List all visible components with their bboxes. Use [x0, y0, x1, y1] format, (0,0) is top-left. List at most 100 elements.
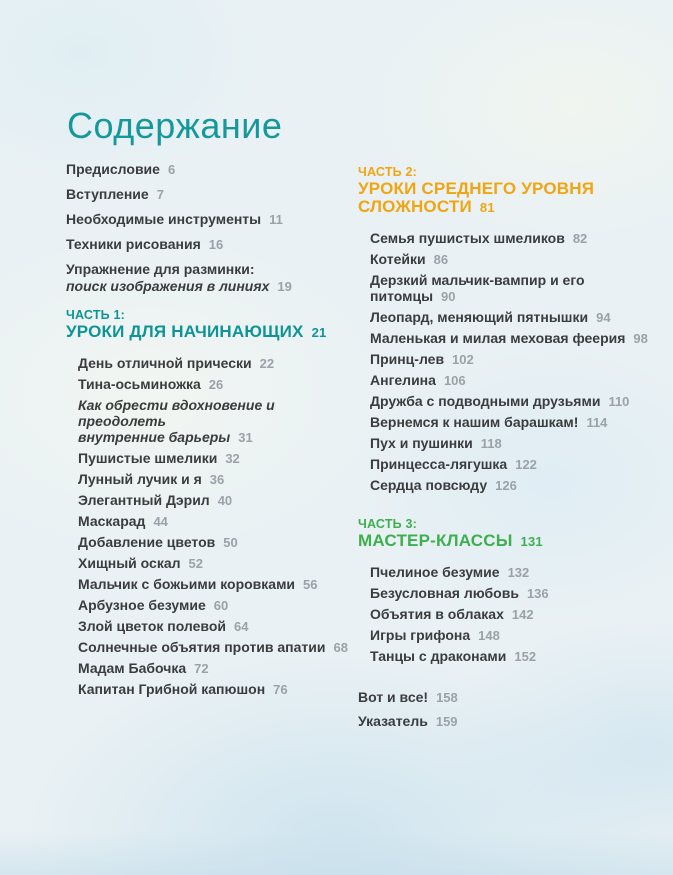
entry-title: День отличной прически — [78, 355, 252, 371]
entry-title: Вступление — [66, 186, 149, 202]
toc-entry: Принц-лев 102 — [358, 351, 668, 368]
entry-title: Пушистые шмелики — [78, 450, 218, 466]
entry-title: Необходимые инструменты — [66, 211, 262, 227]
entry-subtitle: поиск изображения в линиях — [66, 278, 270, 294]
toc-entry: Игры грифона 148 — [358, 627, 668, 644]
entry-page-number: 159 — [435, 714, 458, 729]
toc-entry: Указатель 159 — [358, 713, 668, 730]
entry-page-number: 11 — [269, 212, 283, 227]
toc-entry: Солнечные объятия против апатии 68 — [66, 639, 362, 656]
entry-page-number: 86 — [433, 252, 449, 267]
part-2-items: Семья пушистых шмеликов 82 Котейки 86 Дерз… — [358, 230, 668, 494]
toc-entry: Дерзкий мальчик-вампир и его питомцы 90 — [358, 272, 668, 305]
entry-page-number: 136 — [526, 586, 549, 601]
back-matter-list: Вот и все! 158 Указатель 159 — [358, 689, 668, 730]
entry-page-number: 6 — [167, 162, 176, 177]
entry-title: Мальчик с божьими коровками — [78, 576, 296, 592]
entry-page-number: 82 — [572, 231, 588, 246]
part-page-number: 81 — [479, 200, 495, 215]
entry-page-number: 72 — [194, 661, 209, 676]
entry-page-number: 44 — [153, 514, 168, 529]
entry-page-number: 60 — [213, 598, 229, 613]
entry-page-number: 158 — [436, 690, 458, 705]
part-heading: УРОКИ ДЛЯ НАЧИНАЮЩИХ 21 — [66, 322, 327, 341]
toc-entry: Добавление цветов 50 — [66, 534, 362, 551]
toc-entry: Ангелина 106 — [358, 372, 668, 389]
toc-entry: Вот и все! 158 — [358, 689, 668, 706]
entry-title: Вернемся к нашим барашкам! — [370, 414, 579, 430]
part-2-header: ЧАСТЬ 2: УРОКИ СРЕДНЕГО УРОВНЯ СЛОЖНОСТИ… — [358, 164, 668, 217]
toc-entry: Лунный лучик и я 36 — [66, 471, 362, 488]
entry-title: Как обрести вдохновение и преодолеть — [78, 397, 275, 429]
entry-page-number: 19 — [277, 279, 292, 294]
entry-page-number: 7 — [156, 187, 164, 202]
toc-entry: Техники рисования 16 — [66, 236, 362, 253]
toc-entry: Танцы с драконами 152 — [358, 648, 668, 665]
part-heading: МАСТЕР-КЛАССЫ 131 — [358, 531, 543, 550]
entry-title: Добавление цветов — [78, 534, 216, 550]
entry-title: Предисловие — [66, 161, 160, 177]
entry-page-number: 50 — [223, 535, 238, 550]
entry-title: Объятия в облаках — [370, 606, 504, 622]
toc-entry: Как обрести вдохновение и преодолеть вну… — [66, 397, 362, 446]
entry-page-number: 102 — [452, 352, 474, 367]
part-page-number: 21 — [311, 325, 327, 340]
entry-page-number: 64 — [234, 619, 249, 634]
toc-entry: Необходимые инструменты 11 — [66, 211, 362, 228]
page-title: Содержание — [67, 105, 283, 147]
entry-title: Дружба с подводными друзьями — [370, 393, 601, 409]
entry-page-number: 110 — [608, 394, 630, 409]
part-3-header: ЧАСТЬ 3: МАСТЕР-КЛАССЫ 131 — [358, 516, 668, 551]
entry-title: Элегантный Дэрил — [78, 492, 210, 508]
entry-page-number: 90 — [441, 289, 456, 304]
part-kicker: ЧАСТЬ 3: — [358, 517, 418, 531]
entry-title: Котейки — [370, 251, 426, 267]
entry-title: Пух и пушинки — [370, 435, 473, 451]
entry-page-number: 32 — [225, 451, 240, 466]
entry-page-number: 56 — [303, 577, 318, 592]
toc-entry: Леопард, меняющий пятнышки 94 — [358, 309, 668, 326]
entry-page-number: 98 — [633, 331, 648, 346]
entry-page-number: 68 — [333, 640, 348, 655]
toc-entry: Котейки 86 — [358, 251, 668, 268]
entry-page-number: 26 — [208, 377, 224, 392]
entry-subtitle: внутренние барьеры — [78, 429, 231, 445]
toc-entry: Семья пушистых шмеликов 82 — [358, 230, 668, 247]
toc-entry: Вернемся к нашим барашкам! 114 — [358, 414, 668, 431]
part-heading: УРОКИ СРЕДНЕГО УРОВНЯ СЛОЖНОСТИ 81 — [358, 179, 595, 216]
entry-page-number: 122 — [515, 457, 537, 472]
entry-subtitle: питомцы — [370, 288, 434, 304]
entry-page-number: 31 — [238, 430, 253, 445]
entry-page-number: 52 — [188, 556, 203, 571]
entry-page-number: 76 — [273, 682, 288, 697]
toc-entry: Объятия в облаках 142 — [358, 606, 668, 623]
toc-entry: День отличной прически 22 — [66, 355, 362, 372]
entry-title: Сердца повсюду — [370, 477, 488, 493]
part-kicker: ЧАСТЬ 2: — [358, 165, 418, 179]
entry-page-number: 16 — [208, 237, 224, 252]
entry-title: Указатель — [358, 713, 428, 729]
entry-title: Мадам Бабочка — [78, 660, 187, 676]
toc-entry: Сердца повсюду 126 — [358, 477, 668, 494]
entry-title: Тина-осьминожка — [78, 376, 201, 392]
entry-title: Игры грифона — [370, 627, 471, 643]
toc-entry: Хищный оскал 52 — [66, 555, 362, 572]
entry-title: Хищный оскал — [78, 555, 181, 571]
toc-entry: Капитан Грибной капюшон 76 — [66, 681, 362, 698]
toc-entry: Элегантный Дэрил 40 — [66, 492, 362, 509]
toc-entry: Пушистые шмелики 32 — [66, 450, 362, 467]
part-3-items: Пчелиное безумие 132 Безусловная любовь 13… — [358, 564, 668, 665]
part-1-items: День отличной прически 22 Тина-осьминожка… — [66, 355, 362, 698]
toc-entry: Безусловная любовь 136 — [358, 585, 668, 602]
entry-title: Маленькая и милая меховая феерия — [370, 330, 626, 346]
entry-title: Злой цветок полевой — [78, 618, 227, 634]
entry-title: Ангелина — [370, 372, 436, 388]
entry-title: Леопард, меняющий пятнышки — [370, 309, 589, 325]
toc-entry: Предисловие 6 — [66, 161, 362, 178]
entry-page-number: 142 — [511, 607, 534, 622]
entry-title: Безусловная любовь — [370, 585, 519, 601]
toc-entry: Арбузное безумие 60 — [66, 597, 362, 614]
toc-entry: Принцесса-лягушка 122 — [358, 456, 668, 473]
right-column: ЧАСТЬ 2: УРОКИ СРЕДНЕГО УРОВНЯ СЛОЖНОСТИ… — [358, 164, 668, 737]
entry-title: Танцы с драконами — [370, 648, 507, 664]
